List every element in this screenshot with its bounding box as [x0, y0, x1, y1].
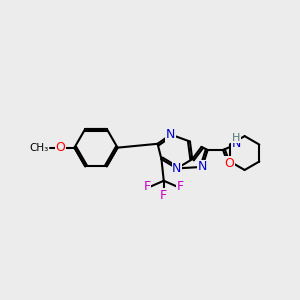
Text: F: F [177, 180, 184, 193]
Text: N: N [198, 160, 207, 173]
Text: N: N [172, 162, 182, 175]
Text: CH₃: CH₃ [29, 143, 48, 153]
Text: N: N [232, 137, 241, 150]
Text: F: F [143, 180, 151, 193]
Text: N: N [166, 128, 175, 141]
Text: H: H [232, 133, 240, 142]
Text: O: O [224, 157, 234, 169]
Text: O: O [56, 141, 65, 154]
Text: F: F [160, 189, 167, 202]
